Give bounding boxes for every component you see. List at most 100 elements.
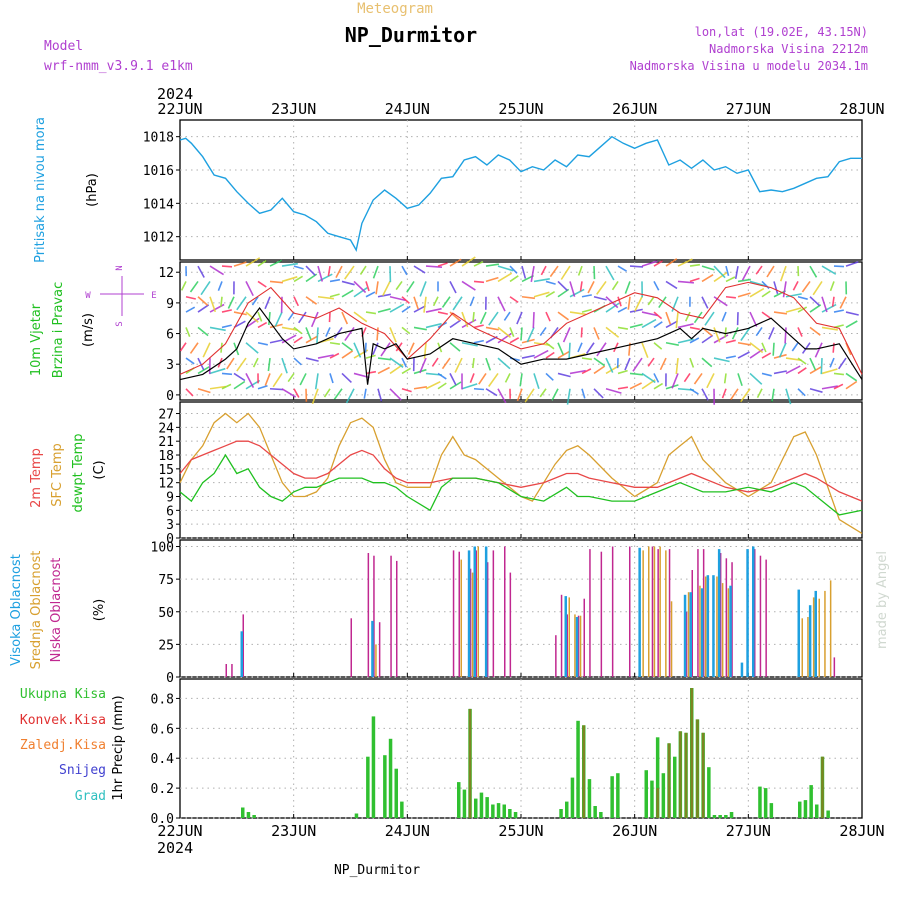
wind-arrow <box>449 281 457 294</box>
wind-arrow <box>425 307 442 313</box>
wind-arrow <box>581 388 586 399</box>
cloud-high-bar <box>740 662 744 677</box>
precip-total-bar <box>502 804 506 818</box>
precip-convective-bar <box>656 788 659 818</box>
wind-arrow <box>473 387 485 391</box>
wind-arrow <box>449 319 462 329</box>
wind-arrow <box>665 320 678 329</box>
y-tick-label: 3 <box>166 358 174 373</box>
temp-ylabel-1: 2m Temp <box>29 448 44 508</box>
wind-arrow <box>413 305 426 313</box>
cloud-low-bar <box>725 558 728 677</box>
cloud-mid-bar <box>659 546 661 677</box>
wind-arrow <box>761 342 767 353</box>
wind-arrow <box>329 373 334 384</box>
wind-arrow <box>737 292 751 298</box>
precip-total-bar <box>508 809 512 818</box>
cloud-mid-bar <box>704 576 707 677</box>
wind-arrow <box>220 296 223 307</box>
cloud-low-bar <box>657 549 659 677</box>
cloud-mid-bar <box>574 614 576 677</box>
wind-arrow <box>713 265 726 279</box>
wind-arrow <box>365 354 376 359</box>
wind-arrow <box>520 327 523 341</box>
wind-arrow <box>281 262 298 267</box>
wind-arrow <box>761 372 772 377</box>
wind-arrow <box>725 265 730 276</box>
wind-arrow <box>469 296 475 307</box>
wind-arrow <box>461 256 476 267</box>
cloud-low-bar <box>492 550 495 677</box>
precip-total-bar <box>798 801 802 818</box>
cloud-high-bar <box>371 620 374 677</box>
wind-arrow <box>549 265 559 278</box>
y-tick-label: 1014 <box>143 197 174 212</box>
wind-arrow <box>221 309 232 313</box>
wind-arrow <box>627 296 631 310</box>
precip-convective-bar <box>667 743 671 818</box>
pressure-line <box>179 135 862 252</box>
wind-arrow <box>797 388 806 397</box>
cloud-low-bar <box>668 549 671 677</box>
precip-total-bar <box>462 789 467 818</box>
wind-arrow <box>809 357 817 371</box>
wind-arrow <box>653 373 660 383</box>
precip-total-bar <box>655 737 660 818</box>
wind-arrow <box>675 358 679 375</box>
precip-total-bar <box>496 803 501 818</box>
wind-arrow <box>740 326 751 341</box>
wind-arrow <box>233 320 246 329</box>
cloud-low-bar <box>378 622 381 677</box>
wind-arrow <box>413 265 426 274</box>
wind-arrow <box>377 357 391 361</box>
y-tick-label: 21 <box>158 435 174 450</box>
wind-arrow <box>596 342 607 357</box>
x-tick-label-top: 27JUN <box>726 100 771 118</box>
wind-arrow <box>701 388 709 401</box>
wind-arrow <box>659 357 667 371</box>
wind-arrow <box>706 373 715 389</box>
wind-arrow <box>734 265 739 280</box>
wind-arrow <box>533 278 550 283</box>
wind-arrow <box>257 280 267 288</box>
wind-arrow <box>372 342 379 356</box>
wind-arrow <box>185 327 191 337</box>
wind-arrow <box>809 265 818 278</box>
wind-arrow <box>773 281 779 295</box>
wind-arrow <box>821 296 828 313</box>
y-tick-label: 1016 <box>143 164 174 179</box>
wind-arrow <box>359 265 367 275</box>
wind-arrow <box>305 327 312 340</box>
cloud-high-bar <box>683 594 687 677</box>
dewpt-line <box>179 453 863 516</box>
wind-arrow <box>605 387 622 394</box>
wind-arrow <box>376 327 379 341</box>
wind-arrow <box>693 372 703 385</box>
wind-arrow <box>797 327 803 337</box>
cloud-low-bar <box>731 562 733 677</box>
wind-arrow <box>353 342 362 358</box>
wind-arrow <box>497 265 514 272</box>
cloud-low-bar <box>452 550 455 677</box>
precip-total-bar <box>400 801 404 818</box>
wind-arrow <box>689 263 701 267</box>
x-tick-label-top: 28JUN <box>839 100 884 118</box>
sfc-temp-line <box>179 412 863 534</box>
precip-total-bar <box>724 815 728 818</box>
wind-arrow <box>209 303 225 313</box>
wind-arrow <box>509 327 515 337</box>
wind-arrow <box>293 336 303 344</box>
precip-total-bar <box>650 780 654 818</box>
wind-arrow <box>577 342 583 353</box>
wind-arrow <box>749 372 763 385</box>
wind-arrow <box>725 339 736 344</box>
wind-arrow <box>252 357 259 368</box>
wind-speed-line <box>179 306 863 385</box>
legend-convective: Konvek.Kisa <box>20 713 106 728</box>
cloud-low-bar <box>231 664 233 677</box>
wind-arrow <box>419 281 427 297</box>
precip-convective-bar <box>701 732 705 818</box>
wind-arrow <box>389 388 402 401</box>
wind-arrow <box>202 342 211 358</box>
wind-arrow <box>497 272 513 283</box>
